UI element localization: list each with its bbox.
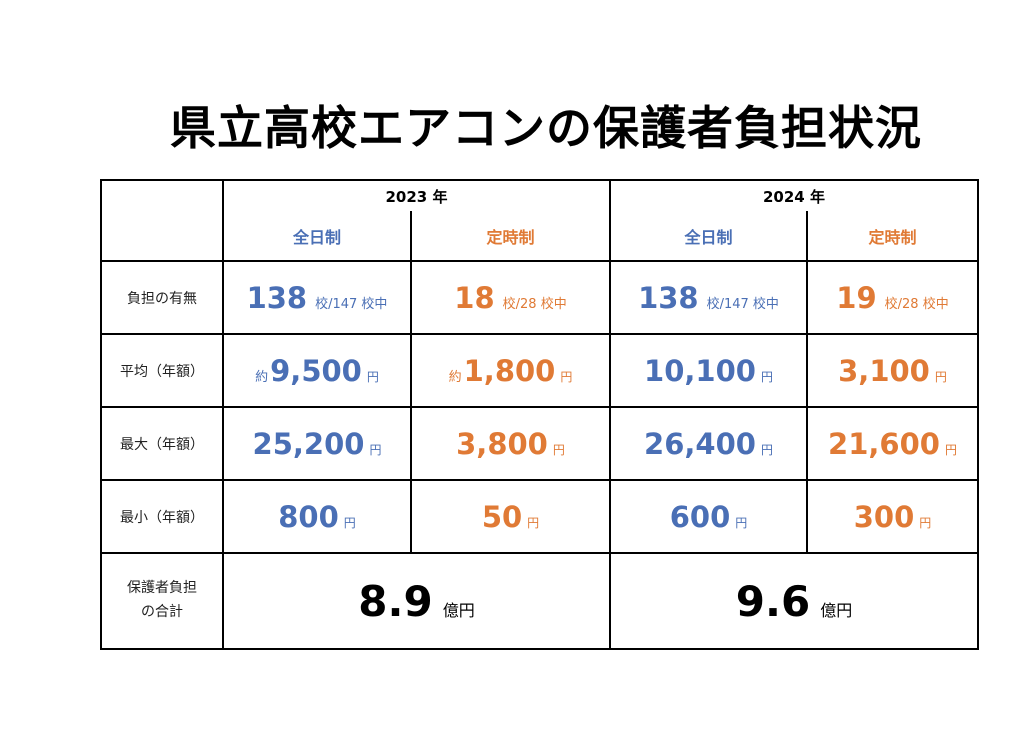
- cell-unit: 億円: [442, 600, 475, 620]
- cell-unit: 円: [369, 442, 382, 457]
- cell-min-fulltime-2024: 600 円: [609, 479, 808, 554]
- table-row: 最小（年額） 800 円 50 円 600 円 300 円: [100, 479, 979, 554]
- cell-min-parttime-2024: 300 円: [806, 479, 979, 554]
- cell-value: 9.6: [735, 576, 811, 626]
- burden-table: 2023 年 2024 年 全日制 定時制 全日制 定時制 負担の有無 138 校…: [100, 179, 979, 650]
- cell-value: 9,500: [270, 353, 362, 388]
- cell-unit: 円: [944, 442, 957, 457]
- cell-min-fulltime-2023: 800 円: [222, 479, 412, 554]
- cell-value: 10,100: [644, 353, 756, 388]
- cell-burden-parttime-2023: 18 校/28 校中: [410, 260, 611, 335]
- cell-prefix: 約: [255, 369, 269, 385]
- table-row: 最大（年額） 25,200 円 3,800 円 26,400 円 21,600 円: [100, 406, 979, 481]
- cell-unit: 円: [760, 442, 773, 457]
- cell-value: 50: [481, 499, 523, 534]
- row-label-total-line1: 保護者負担: [127, 580, 197, 597]
- cell-max-parttime-2024: 21,600 円: [806, 406, 979, 481]
- cell-value: 1,800: [463, 353, 556, 388]
- year-header-2023: 2023 年: [222, 179, 611, 211]
- cell-value: 26,400: [644, 426, 756, 461]
- cell-value: 21,600: [828, 426, 940, 461]
- cell-prefix: 約: [448, 369, 462, 385]
- year-header-2024: 2024 年: [609, 179, 979, 211]
- cell-unit: 円: [760, 369, 773, 384]
- cell-value: 25,200: [252, 426, 365, 461]
- cell-max-fulltime-2024: 26,400 円: [609, 406, 808, 481]
- cell-suffix: 校/147 校中: [706, 296, 779, 312]
- cell-max-fulltime-2023: 25,200 円: [222, 406, 412, 481]
- cell-unit: 円: [552, 442, 565, 457]
- cell-avg-fulltime-2024: 10,100 円: [609, 333, 808, 408]
- cell-min-parttime-2023: 50 円: [410, 479, 611, 554]
- cell-unit: 円: [366, 369, 379, 384]
- cell-unit: 円: [919, 515, 932, 530]
- cell-unit: 円: [343, 515, 356, 530]
- col-header-fulltime-2023: 全日制: [222, 211, 412, 262]
- col-header-parttime-2024: 定時制: [806, 211, 979, 262]
- cell-unit: 円: [934, 369, 947, 384]
- cell-value: 19: [836, 280, 877, 315]
- cell-burden-fulltime-2023: 138 校/147 校中: [222, 260, 412, 335]
- cell-suffix: 校/28 校中: [502, 296, 567, 312]
- table-row: 平均（年額） 約9,500 円 約1,800 円 10,100 円 3,100 円: [100, 333, 979, 408]
- table-row: 保護者負担の合計 8.9 億円 9.6 億円: [100, 552, 979, 650]
- cell-total-2023: 8.9 億円: [222, 552, 611, 650]
- row-label-total: 保護者負担 の合計: [100, 552, 224, 650]
- cell-unit: 円: [735, 515, 748, 530]
- header-corner: [100, 179, 224, 262]
- cell-value: 138: [638, 280, 699, 315]
- cell-value: 3,100: [838, 353, 930, 388]
- cell-burden-fulltime-2024: 138 校/147 校中: [609, 260, 808, 335]
- cell-suffix: 校/28 校中: [884, 296, 949, 312]
- row-label-average: 平均（年額）: [100, 333, 224, 408]
- cell-avg-parttime-2024: 3,100 円: [806, 333, 979, 408]
- cell-value: 3,800: [456, 426, 548, 461]
- row-label-total-line2: の合計: [141, 604, 183, 620]
- cell-avg-parttime-2023: 約1,800 円: [410, 333, 611, 408]
- col-header-fulltime-2024: 全日制: [609, 211, 808, 262]
- cell-total-2024: 9.6 億円: [609, 552, 979, 650]
- cell-max-parttime-2023: 3,800 円: [410, 406, 611, 481]
- cell-value: 800: [278, 499, 339, 534]
- page-title: 県立高校エアコンの保護者負担状況: [170, 101, 922, 155]
- row-label-burden: 負担の有無: [100, 260, 224, 335]
- cell-burden-parttime-2024: 19 校/28 校中: [806, 260, 979, 335]
- cell-unit: 円: [527, 515, 540, 530]
- cell-value: 18: [454, 280, 495, 315]
- table-row: 負担の有無 138 校/147 校中 18 校/28 校中 138 校/147 校中 …: [100, 260, 979, 335]
- row-label-max: 最大（年額）: [100, 406, 224, 481]
- cell-value: 138: [246, 280, 308, 315]
- cell-value: 8.9: [358, 576, 433, 626]
- cell-avg-fulltime-2023: 約9,500 円: [222, 333, 412, 408]
- col-header-parttime-2023: 定時制: [410, 211, 611, 262]
- cell-unit: 円: [560, 369, 573, 384]
- cell-suffix: 校/147 校中: [315, 296, 388, 312]
- row-label-min: 最小（年額）: [100, 479, 224, 554]
- cell-value: 300: [853, 499, 915, 534]
- cell-unit: 億円: [820, 600, 853, 620]
- cell-value: 600: [669, 499, 731, 534]
